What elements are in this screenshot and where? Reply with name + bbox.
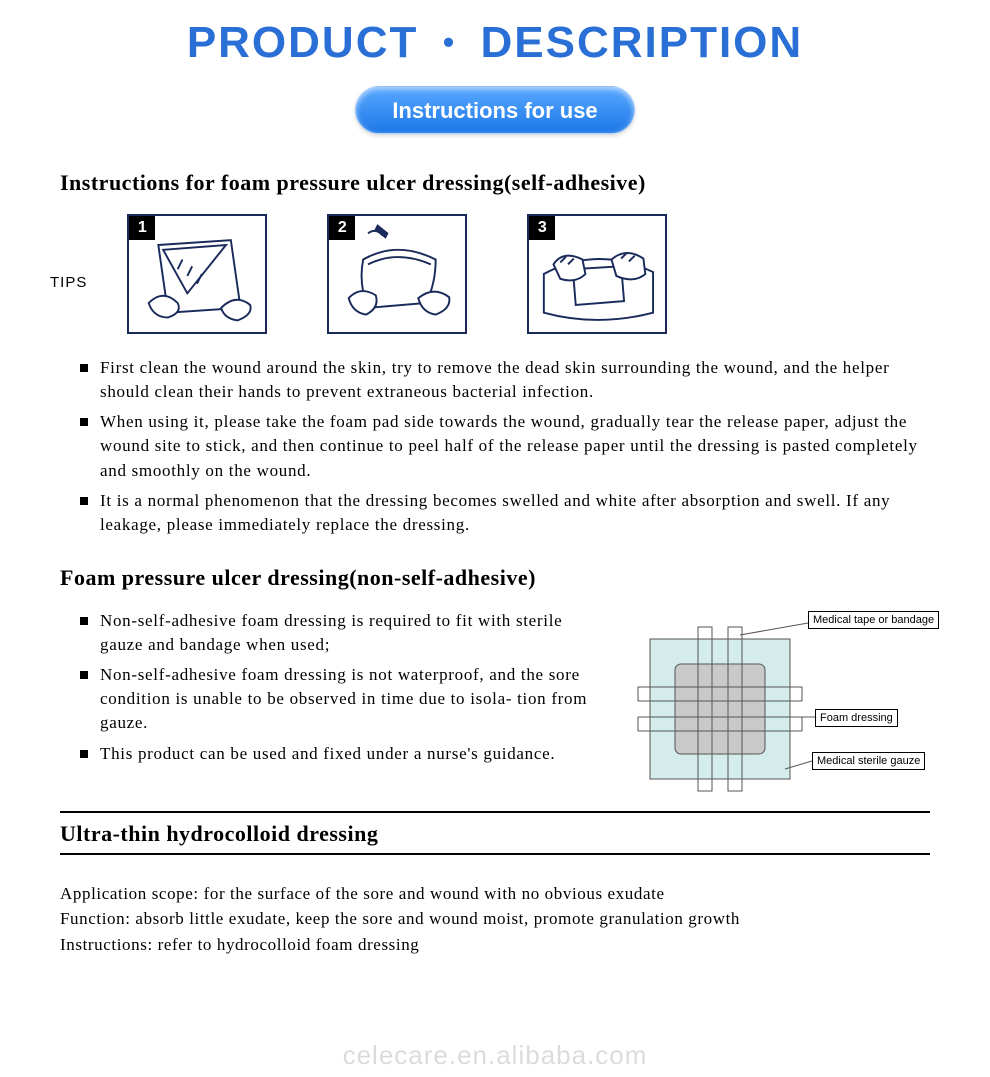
section3-heading: Ultra-thin hydrocolloid dressing (60, 821, 930, 847)
step-number-3: 3 (529, 216, 555, 240)
section3-line-1: Application scope: for the surface of th… (60, 881, 930, 907)
pill-label: Instructions for use (392, 98, 597, 123)
section3-line-3: Instructions: refer to hydrocolloid foam… (60, 932, 930, 958)
title-word-2: DESCRIPTION (480, 18, 803, 68)
layering-diagram: Medical tape or bandage Foam dressing Me… (630, 609, 930, 799)
section1-heading: Instructions for foam pressure ulcer dre… (60, 170, 930, 196)
instructions-pill: Instructions for use (355, 86, 635, 134)
steps-row: TIPS 1 2 (50, 214, 930, 334)
section2-bullet-3: This product can be used and fixed under… (86, 742, 602, 766)
content-area: Instructions for foam pressure ulcer dre… (0, 134, 990, 957)
section1-bullet-1: First clean the wound around the skin, t… (86, 356, 922, 404)
section2-heading: Foam pressure ulcer dressing(non-self-ad… (60, 565, 930, 591)
section3-lines: Application scope: for the surface of th… (60, 881, 930, 958)
step-illustration-1: 1 (127, 214, 267, 334)
diagram-label-foam: Foam dressing (815, 709, 898, 727)
title-dot: • (425, 24, 474, 61)
diagram-svg (630, 609, 930, 799)
divider-top (60, 811, 930, 813)
section2-bullets: Non-self-adhesive foam dressing is requi… (60, 609, 610, 766)
tips-label: TIPS (50, 274, 87, 291)
section1-bullet-2: When using it, please take the foam pad … (86, 410, 922, 482)
diagram-label-tape: Medical tape or bandage (808, 611, 939, 629)
title-word-1: PRODUCT (187, 18, 419, 68)
diagram-label-gauze: Medical sterile gauze (812, 752, 925, 770)
watermark: celecare.en.alibaba.com (0, 1040, 990, 1071)
section2-bullet-2: Non-self-adhesive foam dressing is not w… (86, 663, 602, 735)
section1-bullets: First clean the wound around the skin, t… (60, 356, 930, 537)
page-title: PRODUCT • DESCRIPTION (0, 0, 990, 68)
section1-bullet-3: It is a normal phenomenon that the dress… (86, 489, 922, 537)
section2-row: Non-self-adhesive foam dressing is requi… (60, 609, 930, 799)
step-illustration-3: 3 (527, 214, 667, 334)
step-illustration-2: 2 (327, 214, 467, 334)
divider-bottom (60, 853, 930, 855)
step-number-2: 2 (329, 216, 355, 240)
step-number-1: 1 (129, 216, 155, 240)
section3-line-2: Function: absorb little exudate, keep th… (60, 906, 930, 932)
section2-bullet-1: Non-self-adhesive foam dressing is requi… (86, 609, 602, 657)
